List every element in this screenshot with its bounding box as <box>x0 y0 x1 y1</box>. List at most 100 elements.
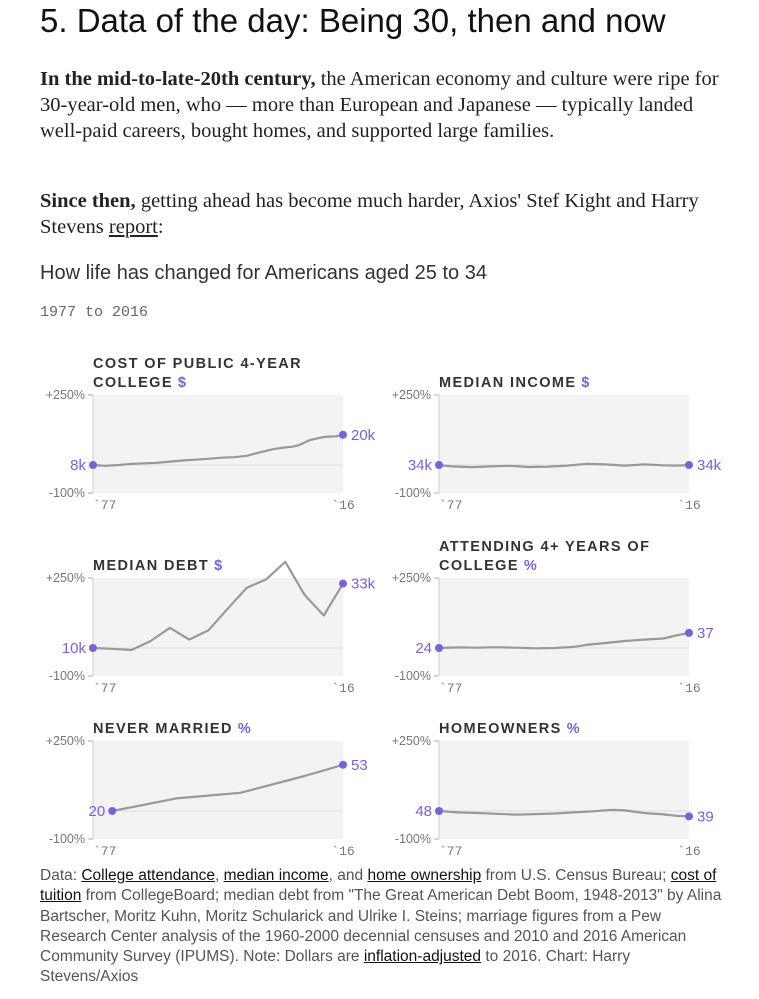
x-tick-label: `16 <box>331 844 354 859</box>
panel-unit: % <box>524 558 538 574</box>
x-tick-label: `16 <box>677 498 700 513</box>
start-value-label: 10k <box>62 640 87 657</box>
y-tick-label-bottom: -100% <box>395 669 431 683</box>
followup-text: getting ahead has become much harder, Ax… <box>40 190 699 238</box>
end-value-label: 33k <box>351 576 376 593</box>
panel-title-line: MEDIAN DEBT $ <box>93 558 224 574</box>
end-value-label: 53 <box>351 757 368 774</box>
college-attendance-link[interactable]: College attendance <box>81 867 215 884</box>
end-value-label: 20k <box>351 427 376 444</box>
y-tick-label-top: +250% <box>392 388 431 402</box>
start-point <box>108 807 117 815</box>
start-value-label: 20 <box>89 803 106 820</box>
y-tick-label-bottom: -100% <box>49 669 85 683</box>
series-line <box>438 462 690 469</box>
followup-paragraph: Since then, getting ahead has become muc… <box>40 188 730 240</box>
end-point <box>685 461 693 469</box>
series-line <box>92 433 344 467</box>
x-tick-label: `16 <box>677 681 700 696</box>
x-tick-label: `16 <box>331 681 354 696</box>
start-point <box>89 461 97 469</box>
followup-lead: Since then, <box>40 190 136 212</box>
panel-title-line: COST OF PUBLIC 4-YEAR <box>93 356 302 372</box>
start-value-label: 24 <box>415 640 432 657</box>
y-tick-label-bottom: -100% <box>49 486 85 500</box>
source-text-2: from CollegeBoard; median debt from "The… <box>40 887 722 966</box>
source-sep-2: , and <box>328 867 368 884</box>
x-tick-label: `16 <box>331 498 354 513</box>
headline: 5. Data of the day: Being 30, then and n… <box>40 2 666 39</box>
x-tick-label: `77 <box>93 844 116 859</box>
chart-panel-1: MEDIAN INCOME $ +250% -100% `77 `16 34k 34k <box>392 375 722 513</box>
intro-lead: In the mid-to-late-20th century, <box>40 68 316 90</box>
panel-unit: $ <box>581 375 590 391</box>
x-tick-label: `16 <box>677 844 700 859</box>
series-line <box>438 631 690 650</box>
y-tick-label-top: +250% <box>46 734 85 748</box>
series-line <box>111 763 344 813</box>
panel-title-line: MEDIAN INCOME $ <box>439 375 591 391</box>
inflation-adjusted-link[interactable]: inflation-adjusted <box>363 948 482 966</box>
panel-title-line: HOMEOWNERS% <box>439 721 581 737</box>
series-line <box>438 808 690 818</box>
report-link[interactable]: report <box>108 216 158 238</box>
end-value-label: 39 <box>697 808 714 825</box>
source-sep-1: , <box>214 867 224 884</box>
x-tick-label: `77 <box>439 681 462 696</box>
end-point <box>685 628 693 637</box>
y-tick-label-top: +250% <box>46 571 85 585</box>
median-income-link[interactable]: median income <box>223 867 329 884</box>
small-multiples-chart: COST OF PUBLIC 4-YEAR COLLEGE $ +250% -100% `… <box>46 356 722 859</box>
panel-title-line: COLLEGE% <box>439 558 538 574</box>
cost-of-tuition-link[interactable]: cost of tuition <box>40 867 717 905</box>
panel-title-line: COLLEGE $ <box>93 375 187 391</box>
chart-title: How life has changed for Americans aged … <box>40 262 487 284</box>
start-value-label: 48 <box>415 803 432 820</box>
plot-background <box>439 741 689 839</box>
end-point <box>685 812 693 821</box>
chart-subtitle: 1977 to 2016 <box>40 304 149 321</box>
series-line <box>92 560 344 652</box>
y-tick-label-top: +250% <box>46 388 85 402</box>
y-tick-label-bottom: -100% <box>49 832 85 846</box>
start-value-label: 34k <box>408 457 433 474</box>
panel-title-line: ATTENDING 4+ YEARS OF <box>439 539 650 555</box>
plot-background <box>439 578 689 676</box>
intro-paragraph: In the mid-to-late-20th century, the Ame… <box>40 66 730 144</box>
end-value-label: 37 <box>697 625 714 642</box>
plot-background <box>439 395 689 493</box>
x-tick-label: `77 <box>93 498 116 513</box>
y-tick-label-bottom: -100% <box>395 832 431 846</box>
end-value-label: 34k <box>697 457 722 474</box>
y-tick-label-top: +250% <box>392 734 431 748</box>
intro-text: the American economy and culture were ri… <box>40 68 719 142</box>
chart-panel-5: HOMEOWNERS % +250% -100% `77 `16 48 39 <box>392 721 714 859</box>
chart-panel-4: NEVER MARRIED % +250% -100% `77 `16 20 53 <box>46 721 368 859</box>
panel-unit: % <box>238 721 252 737</box>
plot-background <box>93 578 343 676</box>
y-tick-label-bottom: -100% <box>395 486 431 500</box>
source-prefix: Data: <box>40 867 82 884</box>
panel-unit: % <box>567 721 581 737</box>
chart-panel-3: ATTENDING 4+ YEARS OF COLLEGE % +250% -100% `… <box>392 539 714 696</box>
panel-title-line: NEVER MARRIED% <box>93 721 252 737</box>
x-tick-label: `77 <box>439 844 462 859</box>
x-tick-label: `77 <box>439 498 462 513</box>
source-note: Data: College attendance, median income,… <box>40 866 730 988</box>
chart-panel-0: COST OF PUBLIC 4-YEAR COLLEGE $ +250% -100% `… <box>46 356 376 513</box>
start-point <box>89 644 97 652</box>
followup-colon: : <box>157 216 164 238</box>
end-point <box>339 430 347 439</box>
start-point <box>435 807 443 815</box>
end-point <box>339 760 347 769</box>
panel-unit: $ <box>178 375 187 391</box>
panel-unit: $ <box>214 558 223 574</box>
plot-background <box>93 741 343 839</box>
end-point <box>339 579 347 588</box>
start-value-label: 8k <box>70 457 86 474</box>
x-tick-label: `77 <box>93 681 116 696</box>
y-tick-label-top: +250% <box>392 571 431 585</box>
home-ownership-link[interactable]: home ownership <box>367 867 482 884</box>
source-text-3: to 2016. Chart: Harry Stevens/Axios <box>40 948 631 986</box>
